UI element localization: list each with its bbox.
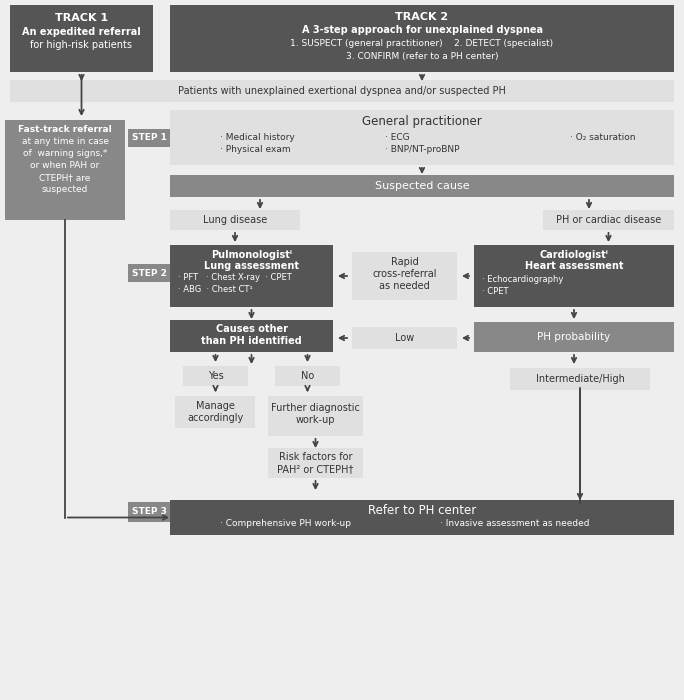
Text: TRACK 2: TRACK 2 xyxy=(395,12,449,22)
Text: Rapid: Rapid xyxy=(391,257,419,267)
Text: Fast-track referral: Fast-track referral xyxy=(18,125,112,134)
Text: at any time in case: at any time in case xyxy=(21,137,109,146)
Bar xyxy=(170,175,674,197)
Bar xyxy=(10,5,153,72)
Bar xyxy=(128,264,170,282)
Text: STEP 2: STEP 2 xyxy=(131,269,166,277)
Text: TRACK 1: TRACK 1 xyxy=(55,13,108,23)
Text: 1. SUSPECT (general practitioner)    2. DETECT (specialist): 1. SUSPECT (general practitioner) 2. DET… xyxy=(291,38,553,48)
Text: CTEPH† are: CTEPH† are xyxy=(39,174,91,183)
Bar xyxy=(268,448,363,478)
Text: · Echocardiography: · Echocardiography xyxy=(482,274,564,284)
Text: · Comprehensive PH work-up: · Comprehensive PH work-up xyxy=(220,519,351,528)
Text: work-up: work-up xyxy=(295,415,335,425)
Bar xyxy=(170,210,300,230)
Text: Low: Low xyxy=(395,333,414,343)
Text: · Invasive assessment as needed: · Invasive assessment as needed xyxy=(440,519,590,528)
Bar xyxy=(474,245,674,307)
Bar xyxy=(543,210,674,230)
Text: as needed: as needed xyxy=(379,281,430,291)
Text: PAH² or CTEPH†: PAH² or CTEPH† xyxy=(277,464,354,474)
Bar xyxy=(510,368,650,390)
Text: Heart assessment: Heart assessment xyxy=(525,261,623,271)
Text: · Physical exam: · Physical exam xyxy=(220,144,291,153)
Text: STEP 3: STEP 3 xyxy=(131,508,166,517)
Text: Lung assessment: Lung assessment xyxy=(204,261,299,271)
Text: · PFT   · Chest X-ray  · CPET: · PFT · Chest X-ray · CPET xyxy=(178,274,292,283)
Text: Risk factors for: Risk factors for xyxy=(279,452,352,462)
Text: Cardiologistⁱ: Cardiologistⁱ xyxy=(540,250,609,260)
Bar xyxy=(268,396,363,436)
Text: Patients with unexplained exertional dyspnea and/or suspected PH: Patients with unexplained exertional dys… xyxy=(178,86,506,96)
Bar xyxy=(175,396,255,428)
Text: 3. CONFIRM (refer to a PH center): 3. CONFIRM (refer to a PH center) xyxy=(345,52,498,60)
Bar xyxy=(128,129,170,147)
Bar xyxy=(352,252,457,300)
Text: Lung disease: Lung disease xyxy=(203,215,267,225)
Text: · BNP/NT-proBNP: · BNP/NT-proBNP xyxy=(385,144,460,153)
Text: Intermediate/High: Intermediate/High xyxy=(536,374,624,384)
Bar xyxy=(128,502,170,522)
Text: suspected: suspected xyxy=(42,186,88,195)
Bar xyxy=(5,120,125,220)
Text: PH probability: PH probability xyxy=(538,332,611,342)
Bar xyxy=(170,110,674,165)
Bar xyxy=(170,500,674,535)
Bar xyxy=(474,322,674,352)
Text: cross-referral: cross-referral xyxy=(372,269,437,279)
Text: · Medical history: · Medical history xyxy=(220,132,295,141)
Text: of  warning signs,*: of warning signs,* xyxy=(23,150,107,158)
Text: · ECG: · ECG xyxy=(385,132,410,141)
Text: for high-risk patients: for high-risk patients xyxy=(31,40,133,50)
Bar xyxy=(170,320,333,352)
Text: PH or cardiac disease: PH or cardiac disease xyxy=(556,215,661,225)
Text: General practitioner: General practitioner xyxy=(362,116,482,129)
Text: · ABG  · Chest CT¹: · ABG · Chest CT¹ xyxy=(178,286,253,295)
Text: · O₂ saturation: · O₂ saturation xyxy=(570,132,635,141)
Text: No: No xyxy=(301,371,314,381)
Text: Suspected cause: Suspected cause xyxy=(375,181,469,191)
Text: Pulmonologistⁱ: Pulmonologistⁱ xyxy=(211,250,292,260)
Text: · CPET: · CPET xyxy=(482,286,508,295)
Bar xyxy=(352,327,457,349)
Text: accordingly: accordingly xyxy=(187,413,243,423)
Text: Yes: Yes xyxy=(208,371,224,381)
Text: STEP 1: STEP 1 xyxy=(131,134,166,143)
Text: or when PAH or: or when PAH or xyxy=(30,162,100,171)
Text: An expedited referral: An expedited referral xyxy=(22,27,141,37)
Text: Refer to PH center: Refer to PH center xyxy=(368,505,476,517)
Bar xyxy=(170,245,333,307)
Text: than PH identified: than PH identified xyxy=(201,336,302,346)
Text: Manage: Manage xyxy=(196,401,235,411)
Bar xyxy=(183,366,248,386)
Bar xyxy=(275,366,340,386)
Bar xyxy=(10,80,674,102)
Text: Further diagnostic: Further diagnostic xyxy=(271,403,360,413)
Bar xyxy=(170,5,674,72)
Text: A 3-step approach for unexplained dyspnea: A 3-step approach for unexplained dyspne… xyxy=(302,25,542,35)
Text: Causes other: Causes other xyxy=(215,324,287,334)
